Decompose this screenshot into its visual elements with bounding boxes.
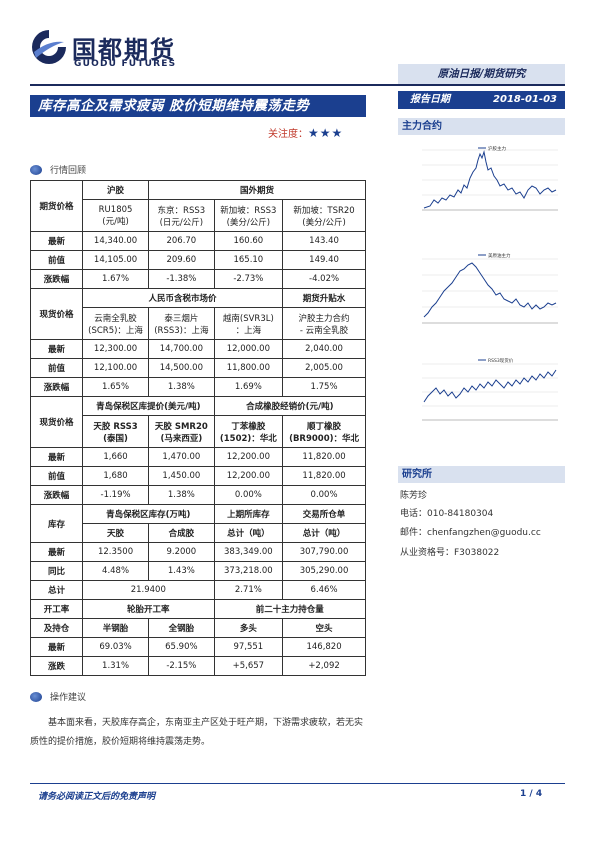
contract-section-header: 主力合约 xyxy=(398,118,565,135)
page-number: 1 / 4 xyxy=(520,789,543,799)
market-data-table: 期货价格 沪胶 国外期货 RU1805 (元/吨) 东京：RSS3 (日元/公斤) … xyxy=(30,180,367,676)
chart-main-contract: 沪胶主力 xyxy=(398,140,565,240)
col-header: 总计（吨） xyxy=(213,523,284,543)
row-header: 开工率 xyxy=(30,599,83,619)
section-market-review: 行情回顾 xyxy=(30,163,86,176)
section-title: 行情回顾 xyxy=(50,166,87,176)
page-title: 库存高企及需求疲弱 胶价短期维持震荡走势 xyxy=(30,95,366,117)
col-header: 越南(SVR3L) ：上海 xyxy=(213,307,284,340)
chart-legend: 美原油主力 xyxy=(488,252,511,259)
table-row: 前值 12,100.00 14,500.00 11,800.00 2,005.00 xyxy=(30,358,366,378)
section-bullet-icon xyxy=(30,164,42,175)
researcher-name: 陈芳珍 xyxy=(400,491,428,501)
operation-paragraph: 基本面来看，天胶库存高企，东南亚主产区处于旺产期，下游需求疲软，若无实质性的提价… xyxy=(30,718,364,747)
table-row: 最新 1,660 1,470.00 12,200.00 11,820.00 xyxy=(30,447,366,467)
table-row: 最新 69.03% 65.90% 97,551 146,820 xyxy=(30,637,366,657)
report-date-bar: 报告日期 2018-01-03 xyxy=(398,91,565,109)
col-header: 合成胶 xyxy=(148,523,215,543)
col-group-header: 前二十主力持仓量 xyxy=(213,599,367,619)
col-group-header: 合成橡胶经销价(元/吨) xyxy=(213,396,367,416)
col-group-header: 国外期货 xyxy=(148,180,366,200)
table-row: 前值 14,105.00 209.60 165.10 149.40 xyxy=(30,250,366,270)
col-header: 天胶 RSS3 (泰国) xyxy=(81,415,150,448)
col-header: 泰三烟片 (RSS3)：上海 xyxy=(148,307,215,340)
report-date-value: 2018-01-03 xyxy=(493,94,557,105)
row-header: 现货价格 xyxy=(30,396,83,448)
col-group-header: 青岛保税区库提价(美元/吨) xyxy=(82,396,215,416)
row-header: 库存 xyxy=(30,504,83,543)
col-group-header: 沪胶 xyxy=(81,180,150,200)
col-header: 多头 xyxy=(213,618,284,638)
header-divider xyxy=(30,84,565,86)
footer-divider xyxy=(30,783,565,784)
table-row: 最新 12,300.00 14,700.00 12,000.00 2,040.00 xyxy=(30,339,366,359)
table-row: 总计 21.9400 2.71% 6.46% xyxy=(30,580,366,600)
col-header: 总计（吨） xyxy=(282,523,366,543)
table-row: 涨跌幅 1.67% -1.38% -2.73% -4.02% xyxy=(30,269,366,289)
col-group-header: 轮胎开工率 xyxy=(82,599,215,619)
chart-legend: 沪胶主力 xyxy=(488,145,506,152)
table-row: 前值 1,680 1,450.00 12,200.00 11,820.00 xyxy=(30,466,366,486)
table-row: 最新 14,340.00 206.70 160.60 143.40 xyxy=(30,231,366,251)
table-row: 涨跌 1.31% -2.15% +5,657 +2,092 xyxy=(30,656,366,676)
logo-icon xyxy=(30,28,68,66)
section-bullet-icon xyxy=(30,691,42,702)
table-row: 同比 4.48% 1.43% 373,218.00 305,290.00 xyxy=(30,561,366,581)
disclaimer-notice: 请务必阅读正文后的免责声明 xyxy=(38,792,156,802)
col-group-header: 交易所仓单 xyxy=(282,504,366,524)
col-header: 新加坡：TSR20 (美分/公斤) xyxy=(282,199,366,232)
col-header: 半钢胎 xyxy=(81,618,150,638)
col-header: 云南全乳胶 (SCR5)：上海 xyxy=(81,307,150,340)
chart-legend: RSS3现货价 xyxy=(488,357,514,364)
chart-crude-oil: 美原油主力 xyxy=(398,247,565,347)
license-number: 从业资格号：F3038022 xyxy=(400,548,500,558)
logo-subtext: GUODU FUTURES xyxy=(74,59,177,69)
contact-email[interactable]: 邮件：chenfangzhen@guodu.cc xyxy=(400,528,541,538)
section-operation: 操作建议 xyxy=(30,690,86,703)
institute-section-header: 研究所 xyxy=(398,466,565,483)
col-group-header: 期货升贴水 xyxy=(282,288,366,308)
table-row: 涨跌幅 1.65% 1.38% 1.69% 1.75% xyxy=(30,377,366,397)
report-category: 原油日报/期货研究 xyxy=(398,64,565,84)
table-row: 涨跌幅 -1.19% 1.38% 0.00% 0.00% xyxy=(30,485,366,505)
col-header: 东京：RSS3 (日元/公斤) xyxy=(148,199,215,232)
col-header: RU1805 (元/吨) xyxy=(81,199,150,232)
attention-rating: 关注度：★★★ xyxy=(268,125,343,140)
col-group-header: 人民币含税市场价 xyxy=(81,288,284,308)
logo-text: 国都期货 xyxy=(72,36,176,64)
col-header: 沪胶主力合约 - 云南全乳胶 xyxy=(282,307,366,340)
attention-label: 关注度： xyxy=(268,129,308,140)
chart-rss3: RSS3现货价 xyxy=(398,352,565,452)
col-group-header: 上期所库存 xyxy=(213,504,284,524)
col-header: 全钢胎 xyxy=(148,618,215,638)
table-row: 最新 12.3500 9.2000 383,349.00 307,790.00 xyxy=(30,542,366,562)
col-header: 天胶 xyxy=(81,523,150,543)
section-title: 操作建议 xyxy=(50,693,87,703)
col-header: 丁苯橡胶 (1502)：华北 xyxy=(213,415,284,448)
row-header: 期货价格 xyxy=(30,180,83,232)
row-header: 现货价格 xyxy=(30,288,83,340)
report-date-label: 报告日期 xyxy=(410,94,450,105)
col-header: 顺丁橡胶 (BR9000)：华北 xyxy=(282,415,366,448)
col-group-header: 青岛保税区库存(万吨) xyxy=(82,504,215,524)
col-header: 空头 xyxy=(282,618,366,638)
contact-phone: 电话：010-84180304 xyxy=(400,509,494,519)
star-icon: ★★★ xyxy=(308,126,344,140)
col-header: 天胶 SMR20 (马来西亚) xyxy=(148,415,215,448)
row-header: 及持仓 xyxy=(30,618,83,638)
col-header: 新加坡：RSS3 (美分/公斤) xyxy=(213,199,284,232)
